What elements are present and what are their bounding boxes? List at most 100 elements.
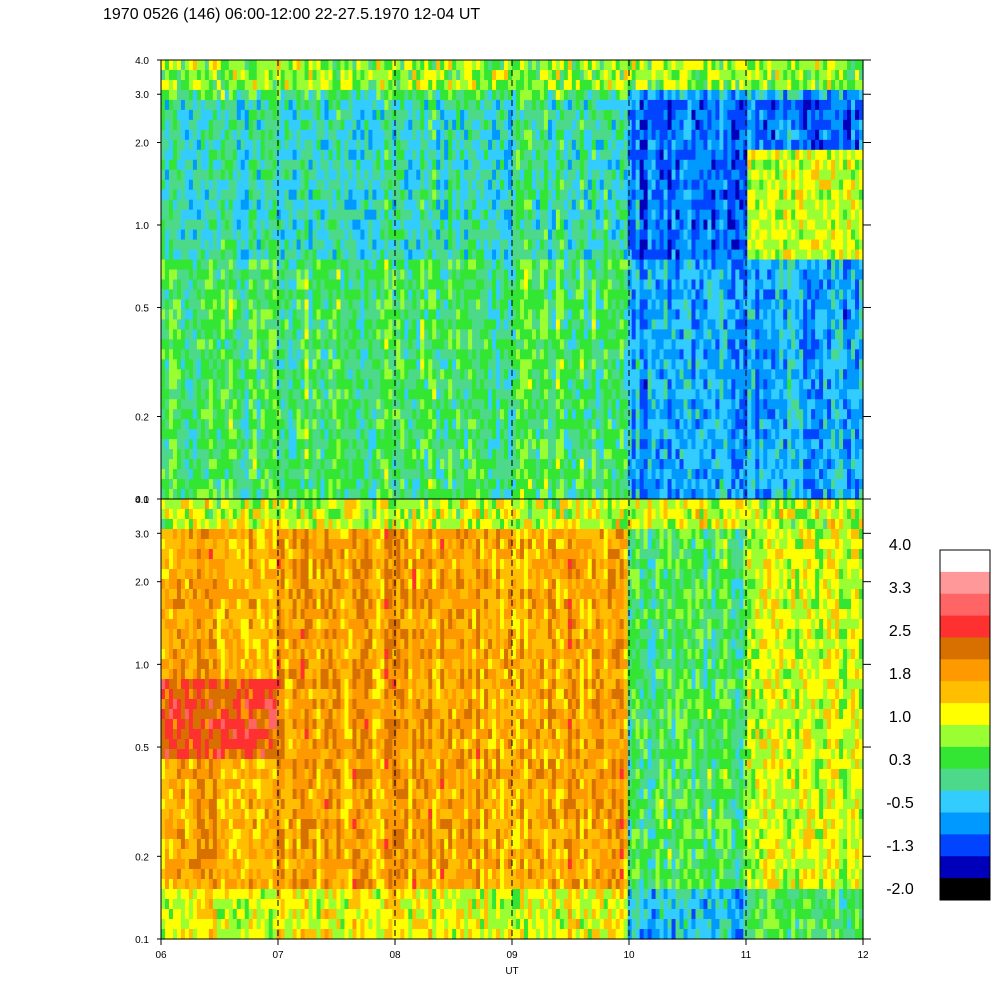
heat-cell — [272, 159, 278, 171]
heat-cell — [404, 239, 409, 251]
heat-cell — [208, 479, 214, 490]
heat-cell — [264, 289, 270, 301]
heat-cell — [348, 459, 354, 470]
heat-cell — [531, 479, 537, 490]
heat-cell — [599, 60, 605, 71]
heat-cell — [372, 349, 377, 360]
heat-cell — [472, 209, 477, 221]
heat-cell — [292, 429, 298, 440]
heat-cell — [224, 129, 230, 141]
heat-cell — [571, 249, 577, 261]
heat-cell — [352, 449, 358, 460]
heat-cell — [607, 279, 613, 291]
heat-cell — [336, 459, 342, 470]
heat-cell — [575, 109, 581, 121]
heat-cell — [184, 339, 190, 350]
heat-cell — [512, 239, 517, 251]
heat-cell — [248, 159, 254, 171]
heat-cell — [204, 409, 210, 420]
heat-cell — [356, 389, 362, 400]
heat-cell — [316, 349, 322, 360]
heat-cell — [492, 389, 497, 400]
heat-cell — [539, 119, 545, 131]
heat-cell — [196, 489, 202, 500]
heat-cell — [432, 179, 437, 191]
heat-cell — [496, 309, 501, 321]
heat-cell — [607, 449, 613, 460]
heat-cell — [543, 89, 549, 101]
heat-cell — [208, 419, 214, 430]
heat-cell — [515, 129, 521, 141]
heat-cell — [416, 69, 421, 81]
heat-cell — [512, 109, 517, 121]
heat-cell — [244, 179, 250, 191]
heat-cell — [587, 369, 593, 380]
heat-cell — [280, 169, 286, 181]
heat-cell — [292, 479, 298, 490]
heat-cell — [563, 169, 569, 181]
heat-cell — [304, 339, 310, 350]
heat-cell — [268, 319, 274, 330]
heat-cell — [176, 279, 182, 291]
heat-cell — [492, 409, 497, 420]
heat-cell — [436, 429, 441, 440]
heat-cell — [575, 209, 581, 221]
heat-cell — [296, 89, 302, 101]
heat-cell — [212, 219, 218, 231]
heat-cell — [324, 339, 330, 350]
heat-cell — [472, 359, 477, 370]
heat-cell — [252, 469, 258, 480]
heat-cell — [200, 219, 206, 231]
heat-cell — [476, 60, 481, 71]
heat-cell — [527, 109, 533, 121]
heat-cell — [384, 279, 389, 291]
heat-cell — [512, 79, 517, 91]
heat-cell — [456, 339, 461, 350]
heat-cell — [527, 349, 533, 360]
heat-cell — [440, 279, 445, 291]
heat-cell — [168, 339, 174, 350]
heat-cell — [504, 249, 509, 261]
heat-cell — [292, 279, 298, 291]
heat-cell — [460, 399, 465, 410]
heat-cell — [388, 69, 393, 81]
heat-cell — [464, 289, 469, 301]
heat-cell — [523, 139, 529, 151]
heat-cell — [583, 299, 589, 311]
heat-cell — [260, 119, 266, 131]
heat-cell — [444, 79, 449, 91]
heat-cell — [595, 449, 601, 460]
heat-cell — [204, 399, 210, 410]
heat-cell — [288, 229, 294, 241]
heat-cell — [232, 259, 238, 271]
heat-cell — [535, 109, 541, 121]
heat-cell — [547, 309, 553, 321]
heat-cell — [508, 379, 513, 390]
heat-cell — [340, 159, 346, 171]
heat-cell — [575, 349, 581, 360]
heat-cell — [196, 299, 202, 311]
heat-cell — [352, 239, 358, 251]
heat-cell — [603, 239, 609, 251]
heat-cell — [336, 89, 342, 101]
heat-cell — [559, 349, 565, 360]
heat-cell — [456, 249, 461, 261]
heat-cell — [599, 259, 605, 271]
heat-cell — [268, 269, 274, 281]
heat-cell — [204, 469, 210, 480]
heat-cell — [527, 229, 533, 241]
heat-cell — [400, 179, 405, 191]
heat-cell — [488, 249, 493, 261]
heat-cell — [480, 329, 485, 340]
heat-cell — [324, 109, 330, 121]
heat-cell — [563, 139, 569, 151]
heat-cell — [356, 429, 362, 440]
heat-cell — [240, 189, 246, 201]
heat-cell — [204, 449, 210, 460]
heat-cell — [559, 489, 565, 500]
heat-cell — [420, 139, 425, 151]
heat-cell — [547, 269, 553, 281]
heat-cell — [240, 219, 246, 231]
heat-cell — [200, 139, 206, 151]
heat-cell — [368, 379, 373, 390]
